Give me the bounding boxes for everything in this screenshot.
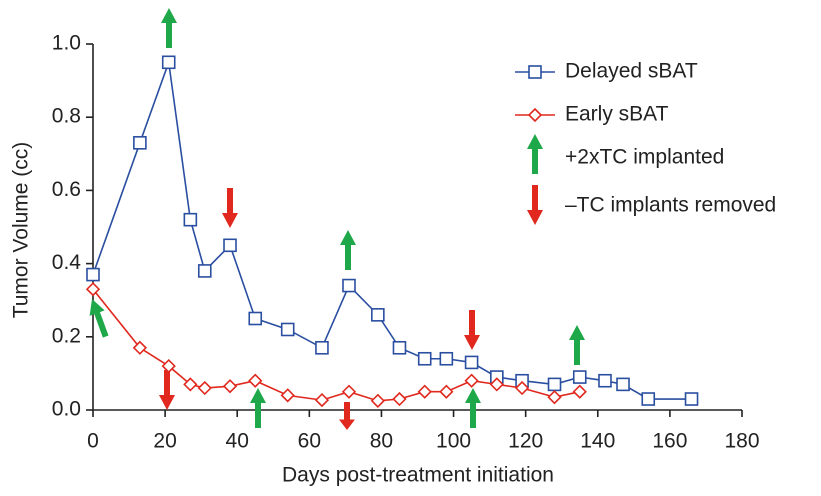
x-tick-label: 60	[298, 430, 321, 453]
y-tick-label: 0.6	[52, 178, 81, 201]
marker	[489, 377, 504, 392]
marker	[392, 340, 407, 355]
x-tick-label: 140	[580, 430, 615, 453]
marker	[314, 392, 330, 408]
marker	[183, 377, 198, 392]
arrow-up	[569, 325, 585, 365]
marker	[572, 384, 587, 399]
marker	[616, 377, 630, 392]
marker	[280, 388, 295, 403]
legend-text: Early sBAT	[565, 103, 669, 126]
arrow-up	[161, 8, 177, 48]
marker	[161, 55, 176, 70]
x-tick-label: 160	[652, 430, 687, 453]
y-tick-label: 0.8	[52, 105, 81, 128]
x-tick-label: 100	[436, 430, 471, 453]
marker	[547, 390, 562, 405]
marker	[133, 136, 147, 150]
legend-text: Delayed sBAT	[565, 60, 698, 83]
marker	[514, 380, 530, 396]
green-arrows	[84, 8, 585, 428]
arrow-up	[84, 296, 114, 340]
marker	[439, 384, 454, 399]
x-tick-label: 0	[87, 430, 99, 453]
marker	[392, 391, 407, 407]
legend-marker	[528, 65, 542, 79]
marker	[371, 308, 385, 322]
y-tick-label: 0.4	[52, 251, 82, 274]
marker	[280, 322, 295, 337]
arrow-up	[250, 388, 266, 428]
marker	[197, 264, 212, 278]
marker	[161, 358, 176, 374]
marker	[223, 238, 237, 253]
x-tick-label: 180	[724, 430, 759, 453]
x-axis-label: Days post-treatment initiation	[282, 464, 554, 487]
y-axis-label: Tumor Volume (cc)	[10, 142, 33, 319]
marker	[248, 373, 263, 388]
marker	[370, 393, 385, 408]
legend-arrow-down	[527, 185, 543, 225]
marker	[86, 267, 100, 282]
y-tick-label: 0.2	[52, 324, 81, 347]
y-tick-label: 0.0	[52, 398, 81, 421]
x-tick-label: 40	[226, 430, 249, 453]
marker	[684, 392, 699, 406]
marker	[439, 351, 454, 366]
arrow-down	[339, 402, 355, 430]
marker	[464, 355, 479, 370]
arrow-up	[465, 388, 481, 428]
marker	[598, 373, 612, 388]
marker	[85, 282, 101, 297]
marker	[183, 212, 198, 227]
marker	[248, 311, 263, 326]
marker	[341, 384, 357, 399]
marker	[572, 370, 587, 384]
legend-text: –TC implants removed	[565, 194, 776, 217]
arrow-down	[464, 310, 480, 350]
x-tick-label: 120	[508, 430, 543, 453]
arrow-down	[159, 370, 175, 410]
y-tick-label: 1.0	[52, 32, 81, 55]
marker	[417, 384, 432, 399]
axes	[92, 44, 742, 411]
arrow-up	[340, 230, 356, 270]
marker	[132, 340, 148, 355]
marker	[417, 351, 432, 366]
marker	[464, 373, 479, 388]
legend-marker	[527, 107, 543, 123]
marker	[222, 379, 238, 394]
marker	[197, 380, 212, 396]
marker	[641, 392, 656, 406]
arrow-down	[222, 188, 238, 228]
marker	[547, 377, 562, 392]
x-tick-label: 80	[370, 430, 393, 453]
legend-arrow-up	[527, 134, 543, 174]
marker	[315, 340, 329, 355]
legend-text: +2xTC implanted	[565, 146, 724, 169]
x-tick-label: 20	[153, 430, 176, 453]
marker	[342, 278, 356, 293]
